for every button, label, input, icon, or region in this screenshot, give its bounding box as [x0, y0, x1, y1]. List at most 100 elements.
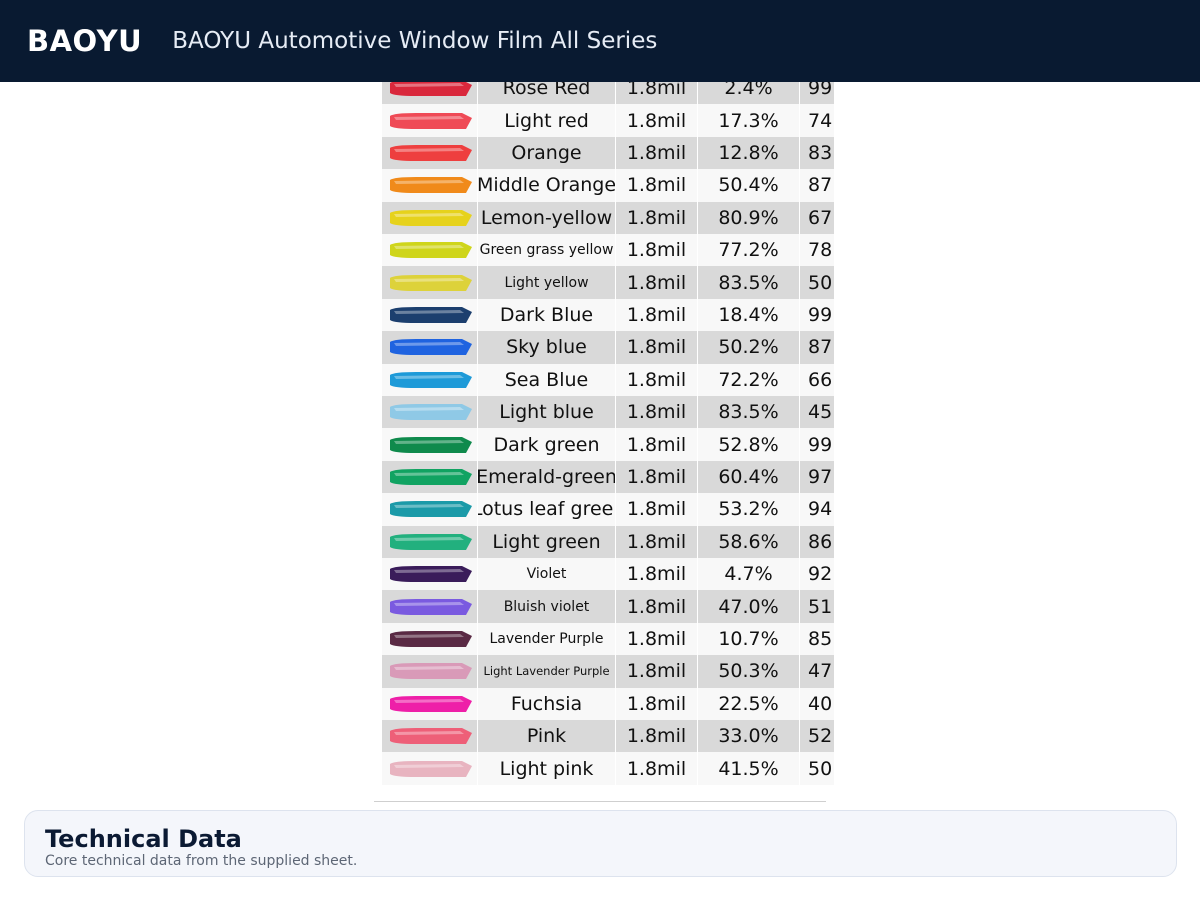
film-color-swatch: [389, 695, 472, 712]
film-color-swatch: [389, 728, 472, 745]
film-thickness: 1.8mil: [616, 752, 698, 785]
film-thickness: 1.8mil: [616, 396, 698, 429]
film-uv: 86: [808, 530, 833, 553]
sheet-divider: [374, 801, 826, 802]
film-uv: 97: [808, 465, 833, 488]
film-thickness: 1.8mil: [616, 428, 698, 461]
film-name: Bluish violet: [478, 590, 616, 623]
film-swatch-cell: [382, 493, 478, 526]
film-thickness: 1.8mil: [616, 363, 698, 396]
film-name: Lavender Purple: [478, 622, 616, 656]
film-vlt: 50.3%: [698, 655, 800, 688]
film-vlt: 41.5%: [698, 752, 800, 785]
film-swatch-cell: [382, 558, 478, 591]
film-uv: 87: [808, 336, 833, 359]
film-swatch-cell: [382, 331, 478, 364]
film-vlt: 80.9%: [698, 201, 800, 234]
film-color-swatch: [389, 209, 472, 226]
film-name: Sky blue: [478, 331, 616, 364]
film-row: Lemon-yellow 1.8mil 80.9% 67: [382, 201, 834, 234]
film-thickness: 1.8mil: [616, 558, 698, 591]
film-uv: 78: [808, 239, 833, 262]
film-color-swatch: [389, 760, 472, 777]
film-swatch-cell: [382, 104, 478, 137]
film-color-swatch: [389, 242, 472, 259]
film-color-swatch: [389, 436, 472, 453]
film-color-swatch: [389, 371, 472, 388]
film-name: Light pink: [478, 752, 616, 785]
film-color-swatch: [389, 404, 472, 421]
card-title: Technical Data: [45, 825, 242, 853]
film-thickness: 1.8mil: [616, 266, 698, 299]
film-thickness: 1.8mil: [616, 525, 698, 558]
film-thickness: 1.8mil: [616, 460, 698, 494]
film-thickness: 1.8mil: [616, 622, 698, 656]
film-vlt: 12.8%: [698, 136, 800, 170]
film-row: Light green 1.8mil 58.6% 86: [382, 525, 834, 558]
film-swatch-cell: [382, 655, 478, 688]
top-bar: BAOYU BAOYU Automotive Window Film All S…: [0, 0, 1200, 82]
film-row: Dark Blue 1.8mil 18.4% 99: [382, 298, 834, 332]
film-uv: 99: [808, 303, 833, 326]
film-color-swatch: [389, 533, 472, 550]
film-swatch-cell: [382, 460, 478, 494]
film-uv: 83: [808, 141, 833, 164]
film-vlt: 83.5%: [698, 396, 800, 429]
film-name: Middle Orange: [478, 169, 616, 202]
film-thickness: 1.8mil: [616, 590, 698, 623]
film-uv: 87: [808, 174, 833, 197]
film-thickness: 1.8mil: [616, 136, 698, 170]
film-swatch-cell: [382, 590, 478, 623]
film-name: Green grass yellow: [478, 234, 616, 267]
film-swatch-cell: [382, 396, 478, 429]
film-uv: 52: [808, 725, 833, 748]
film-color-swatch: [389, 306, 472, 323]
film-uv: 51: [808, 595, 833, 618]
film-row: Bluish violet 1.8mil 47.0% 51: [382, 590, 834, 623]
film-name: Lotus leaf greer: [478, 493, 616, 526]
spec-sheet-image: Rose Red 1.8mil 2.4% 99 Light red 1.8mil 17.3%…: [374, 82, 840, 802]
brand-logo[interactable]: BAOYU: [27, 24, 143, 58]
film-color-swatch: [389, 339, 472, 356]
film-vlt: 33.0%: [698, 720, 800, 753]
film-swatch-cell: [382, 622, 478, 656]
film-color-swatch: [389, 112, 472, 129]
card-subtitle: Core technical data from the supplied sh…: [45, 853, 358, 869]
film-name: Light red: [478, 104, 616, 137]
film-uv: 50.: [808, 757, 834, 780]
film-uv: 50: [808, 271, 833, 294]
film-name: Lemon-yellow: [478, 201, 616, 234]
film-swatch-cell: [382, 752, 478, 785]
film-swatch-cell: [382, 201, 478, 234]
film-swatch-cell: [382, 525, 478, 558]
film-swatch-cell: [382, 82, 478, 105]
film-color-swatch: [389, 663, 472, 680]
film-thickness: 1.8mil: [616, 720, 698, 753]
film-vlt: 10.7%: [698, 622, 800, 656]
film-color-swatch: [389, 82, 472, 97]
film-row: Sky blue 1.8mil 50.2% 87: [382, 331, 834, 364]
film-vlt: 72.2%: [698, 363, 800, 396]
film-color-swatch: [389, 630, 472, 647]
film-uv: 74: [808, 109, 833, 132]
film-swatch-cell: [382, 363, 478, 396]
film-row: Light Lavender Purple 1.8mil 50.3% 47: [382, 655, 834, 688]
film-row: Light red 1.8mil 17.3% 74: [382, 104, 834, 137]
film-vlt: 2.4%: [698, 82, 800, 105]
film-thickness: 1.8mil: [616, 298, 698, 332]
film-row: Light blue 1.8mil 83.5% 45: [382, 396, 834, 429]
film-row: Orange 1.8mil 12.8% 83: [382, 136, 834, 170]
film-row: Lavender Purple 1.8mil 10.7% 85: [382, 622, 834, 656]
film-vlt: 83.5%: [698, 266, 800, 299]
film-row: Middle Orange 1.8mil 50.4% 87: [382, 169, 834, 202]
film-swatch-cell: [382, 720, 478, 753]
film-uv: 92: [808, 563, 833, 586]
film-color-swatch: [389, 144, 472, 161]
film-thickness: 1.8mil: [616, 687, 698, 720]
film-uv: 45: [808, 401, 833, 424]
film-vlt: 4.7%: [698, 558, 800, 591]
film-row: Green grass yellow 1.8mil 77.2% 78: [382, 234, 834, 267]
film-name: Light green: [478, 525, 616, 558]
film-name: Dark Blue: [478, 298, 616, 332]
